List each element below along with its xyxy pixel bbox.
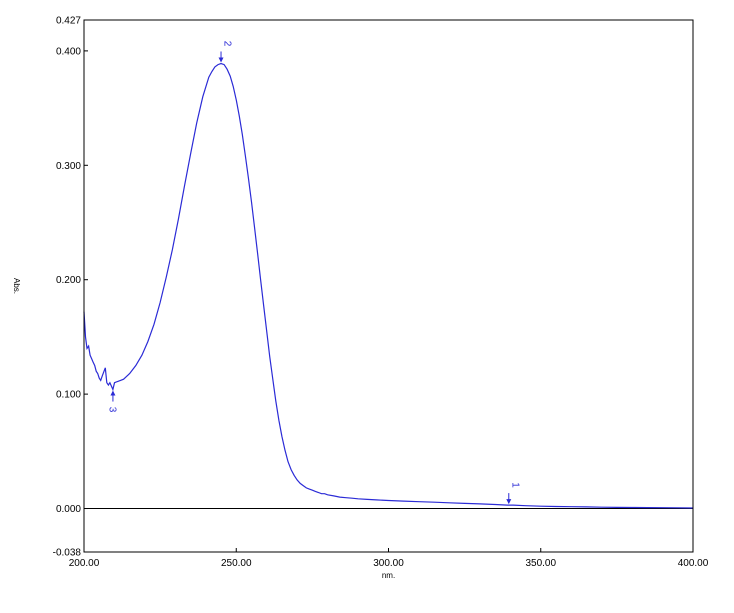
x-tick-label: 200.00 (69, 558, 100, 569)
y-axis-title: Abs. (12, 278, 21, 294)
x-tick-label: 250.00 (221, 558, 252, 569)
peak-arrow (506, 499, 512, 505)
peak-arrow (110, 390, 116, 396)
peak-marker-2: 2 (218, 41, 233, 63)
y-tick-label: 0.427 (56, 16, 81, 27)
x-axis-title: nm. (382, 571, 395, 580)
x-tick-label: 300.00 (373, 558, 404, 569)
absorbance-series-line (83, 62, 694, 509)
x-tick-label: 350.00 (525, 558, 556, 569)
plot-frame (83, 19, 694, 553)
peak-arrow (218, 57, 224, 63)
y-tick-label: 0.300 (56, 161, 81, 172)
tick-labels: 200.00 250.00 300.00 350.00 400.00 0.427 0.400… (53, 16, 709, 570)
y-tick-label: 0.400 (56, 46, 81, 57)
y-tick-label: 0.100 (56, 390, 81, 401)
peak-markers: 1 2 3 (106, 41, 520, 505)
peak-marker-1: 1 (506, 482, 520, 505)
y-tick-label: -0.038 (53, 548, 82, 559)
peak-label: 3 (106, 407, 117, 413)
y-tick-label: 0.000 (56, 504, 81, 515)
y-tick-label: 0.200 (56, 275, 81, 286)
peak-label: 2 (222, 41, 233, 47)
peak-marker-3: 3 (106, 390, 117, 413)
peak-label: 1 (509, 482, 520, 488)
x-tick-label: 400.00 (678, 558, 709, 569)
